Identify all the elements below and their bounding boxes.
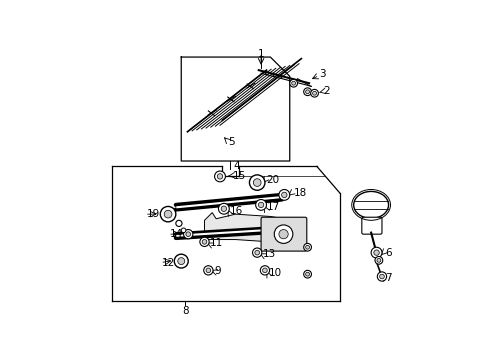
Circle shape	[374, 256, 382, 264]
Circle shape	[274, 225, 292, 243]
FancyBboxPatch shape	[361, 217, 381, 234]
Circle shape	[252, 248, 261, 257]
Circle shape	[214, 171, 225, 182]
Circle shape	[160, 206, 176, 222]
Circle shape	[205, 268, 210, 273]
Circle shape	[185, 232, 190, 237]
Circle shape	[174, 254, 188, 268]
Circle shape	[370, 247, 381, 258]
Text: 4: 4	[233, 161, 239, 171]
Circle shape	[376, 258, 380, 262]
Circle shape	[303, 88, 311, 95]
Circle shape	[310, 89, 318, 97]
Text: 10: 10	[268, 267, 282, 278]
Circle shape	[262, 268, 267, 273]
Circle shape	[303, 270, 311, 278]
Circle shape	[312, 91, 316, 95]
Circle shape	[253, 179, 261, 186]
Circle shape	[217, 174, 222, 179]
Circle shape	[278, 230, 287, 239]
Text: 5: 5	[228, 137, 235, 147]
Text: 11: 11	[209, 238, 223, 248]
Circle shape	[176, 220, 182, 226]
Circle shape	[254, 250, 259, 255]
Ellipse shape	[353, 192, 388, 219]
Circle shape	[291, 81, 295, 85]
Text: 15: 15	[233, 171, 246, 181]
Text: 19: 19	[146, 209, 159, 219]
Text: 20: 20	[266, 175, 279, 185]
Circle shape	[305, 272, 309, 276]
Text: 14: 14	[169, 229, 183, 239]
Text: 12: 12	[162, 258, 175, 267]
Circle shape	[202, 239, 206, 244]
Text: 8: 8	[182, 306, 188, 316]
Text: 9: 9	[214, 266, 221, 276]
Text: 7: 7	[384, 273, 391, 283]
Text: 16: 16	[230, 206, 243, 216]
Circle shape	[164, 210, 172, 218]
Circle shape	[183, 230, 192, 239]
Circle shape	[305, 90, 309, 94]
Circle shape	[203, 266, 213, 275]
Text: 18: 18	[293, 188, 306, 198]
Circle shape	[281, 192, 286, 198]
Text: 2: 2	[323, 86, 329, 96]
Circle shape	[289, 80, 297, 87]
Circle shape	[278, 189, 289, 200]
Text: 3: 3	[319, 69, 325, 79]
Text: 6: 6	[384, 248, 391, 258]
Circle shape	[249, 175, 264, 190]
Circle shape	[260, 266, 269, 275]
Circle shape	[373, 250, 379, 255]
Text: 17: 17	[266, 202, 279, 212]
Circle shape	[377, 272, 386, 281]
Circle shape	[200, 237, 209, 247]
Circle shape	[218, 203, 229, 214]
FancyBboxPatch shape	[261, 217, 306, 251]
Text: 13: 13	[262, 249, 275, 259]
Circle shape	[221, 206, 226, 211]
Circle shape	[303, 243, 311, 251]
Text: 1: 1	[257, 49, 264, 59]
Polygon shape	[204, 213, 301, 242]
Circle shape	[305, 245, 309, 249]
Circle shape	[178, 258, 184, 265]
Circle shape	[379, 274, 384, 279]
Circle shape	[258, 202, 263, 208]
Circle shape	[181, 228, 185, 233]
Circle shape	[255, 199, 266, 210]
